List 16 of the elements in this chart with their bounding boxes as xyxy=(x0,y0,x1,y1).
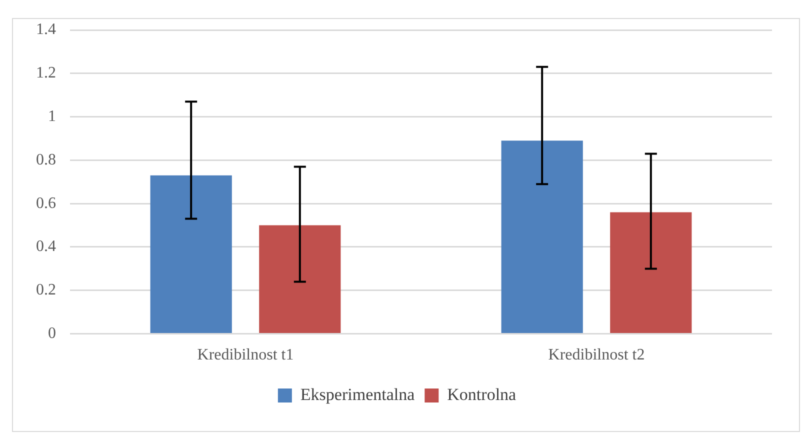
legend-label: Kontrolna xyxy=(447,384,517,404)
y-tick-label: 0.6 xyxy=(36,194,56,212)
y-tick-label: 1.2 xyxy=(36,64,56,82)
y-tick-label: 1 xyxy=(48,108,56,126)
bar xyxy=(501,140,583,334)
x-tick-label: Kredibilnost t2 xyxy=(548,346,645,364)
bar xyxy=(610,212,692,334)
bar xyxy=(259,225,341,334)
y-tick-label: 0.4 xyxy=(36,238,56,256)
y-tick-label: 1.4 xyxy=(36,21,56,38)
bar xyxy=(150,175,232,334)
y-tick-label: 0.2 xyxy=(36,282,56,299)
legend-label: Eksperimentalna xyxy=(300,384,416,404)
y-tick-label: 0 xyxy=(48,325,56,342)
x-tick-label: Kredibilnost t1 xyxy=(197,346,294,364)
y-tick-label: 0.8 xyxy=(36,151,56,168)
